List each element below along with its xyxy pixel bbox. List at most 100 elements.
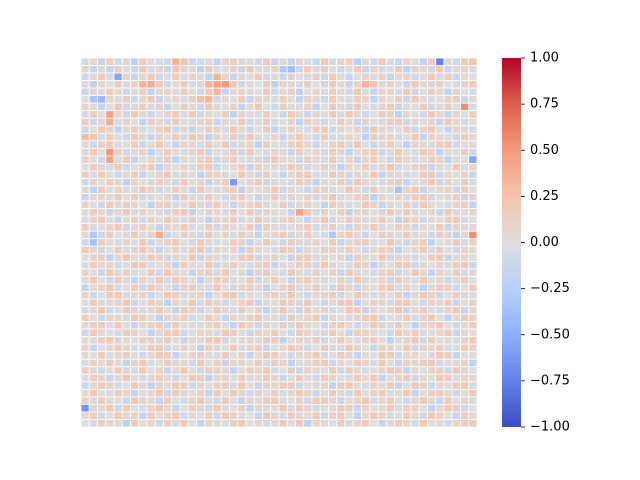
heatmap-cell — [187, 223, 197, 232]
heatmap-cell — [328, 306, 338, 315]
heatmap-cell — [328, 336, 338, 345]
heatmap-cell — [394, 373, 404, 383]
heatmap-cell — [179, 313, 189, 322]
heatmap-cell — [319, 381, 329, 390]
heatmap-cell — [451, 253, 461, 262]
heatmap-cell — [154, 291, 164, 300]
heatmap-cell — [212, 358, 222, 368]
heatmap-cell — [220, 313, 230, 322]
heatmap-cell — [336, 321, 346, 330]
heatmap-cell — [286, 193, 296, 202]
heatmap-cell — [262, 117, 272, 127]
heatmap-cell — [328, 328, 338, 338]
heatmap-cell — [443, 147, 453, 157]
heatmap-cell — [460, 80, 470, 89]
heatmap-cell — [377, 193, 387, 202]
heatmap-cell — [435, 373, 445, 383]
heatmap-cell — [278, 132, 288, 142]
heatmap-cell — [427, 283, 437, 292]
heatmap-cell — [410, 283, 420, 292]
heatmap-cell — [270, 404, 280, 413]
heatmap-cell — [253, 260, 263, 270]
heatmap-cell — [377, 366, 387, 375]
heatmap-cell — [270, 358, 280, 368]
heatmap-cell — [121, 223, 131, 232]
heatmap-cell — [97, 366, 107, 375]
heatmap-cell — [286, 110, 296, 119]
heatmap-cell — [113, 366, 123, 375]
heatmap-cell — [319, 200, 329, 210]
heatmap-cell — [402, 260, 412, 270]
heatmap-cell — [187, 351, 197, 360]
heatmap-cell — [402, 155, 412, 164]
heatmap-cell — [204, 193, 214, 202]
heatmap-cell — [187, 328, 197, 338]
heatmap-cell — [80, 72, 90, 81]
heatmap-cell — [377, 373, 387, 383]
heatmap-cell — [105, 366, 115, 375]
heatmap-cell — [146, 185, 156, 194]
heatmap-cell — [105, 358, 115, 368]
heatmap-cell — [204, 215, 214, 225]
heatmap-cell — [270, 193, 280, 202]
heatmap-cell — [245, 268, 255, 277]
heatmap-cell — [443, 253, 453, 262]
heatmap-cell — [121, 275, 131, 285]
heatmap-cell — [237, 208, 247, 217]
heatmap-cell — [97, 268, 107, 277]
heatmap-cell — [443, 351, 453, 360]
heatmap-cell — [163, 388, 173, 398]
heatmap-cell — [410, 117, 420, 127]
heatmap-cell — [443, 306, 453, 315]
heatmap-cell — [443, 358, 453, 368]
heatmap-cell — [377, 253, 387, 262]
heatmap-cell — [80, 200, 90, 210]
heatmap-cell — [328, 170, 338, 179]
heatmap-cell — [468, 223, 478, 232]
heatmap-cell — [253, 132, 263, 142]
heatmap-cell — [163, 404, 173, 413]
heatmap-cell — [196, 245, 206, 255]
heatmap-cell — [278, 373, 288, 383]
heatmap-cell — [311, 223, 321, 232]
heatmap-cell — [253, 306, 263, 315]
heatmap-cell — [88, 200, 98, 210]
heatmap-cell — [229, 65, 239, 74]
heatmap-cell — [361, 419, 371, 428]
heatmap-cell — [105, 87, 115, 97]
heatmap-cell — [460, 283, 470, 292]
heatmap-cell — [303, 215, 313, 225]
heatmap-cell — [88, 238, 98, 247]
heatmap-cell — [369, 373, 379, 383]
heatmap-cell — [385, 419, 395, 428]
heatmap-cell — [196, 117, 206, 127]
heatmap-cell — [146, 396, 156, 405]
heatmap-cell — [311, 163, 321, 172]
heatmap-cell — [344, 404, 354, 413]
heatmap-cell — [460, 411, 470, 420]
heatmap-cell — [229, 193, 239, 202]
heatmap-cell — [361, 230, 371, 240]
heatmap-cell — [295, 321, 305, 330]
heatmap-cell — [361, 65, 371, 74]
heatmap-cell — [468, 411, 478, 420]
heatmap-cell — [105, 238, 115, 247]
heatmap-cell — [270, 57, 280, 66]
heatmap-cell — [237, 200, 247, 210]
heatmap-cell — [97, 230, 107, 240]
heatmap-cell — [113, 306, 123, 315]
heatmap-cell — [303, 223, 313, 232]
heatmap-cell — [253, 208, 263, 217]
heatmap-cell — [303, 245, 313, 255]
heatmap-cell — [344, 275, 354, 285]
heatmap-cell — [394, 110, 404, 119]
heatmap-cell — [468, 404, 478, 413]
heatmap-cell — [229, 245, 239, 255]
heatmap-cell — [163, 170, 173, 179]
heatmap-cell — [394, 65, 404, 74]
heatmap-cell — [352, 388, 362, 398]
heatmap-cell — [394, 200, 404, 210]
heatmap-cell — [328, 230, 338, 240]
heatmap-cell — [369, 208, 379, 217]
heatmap-cell — [377, 411, 387, 420]
